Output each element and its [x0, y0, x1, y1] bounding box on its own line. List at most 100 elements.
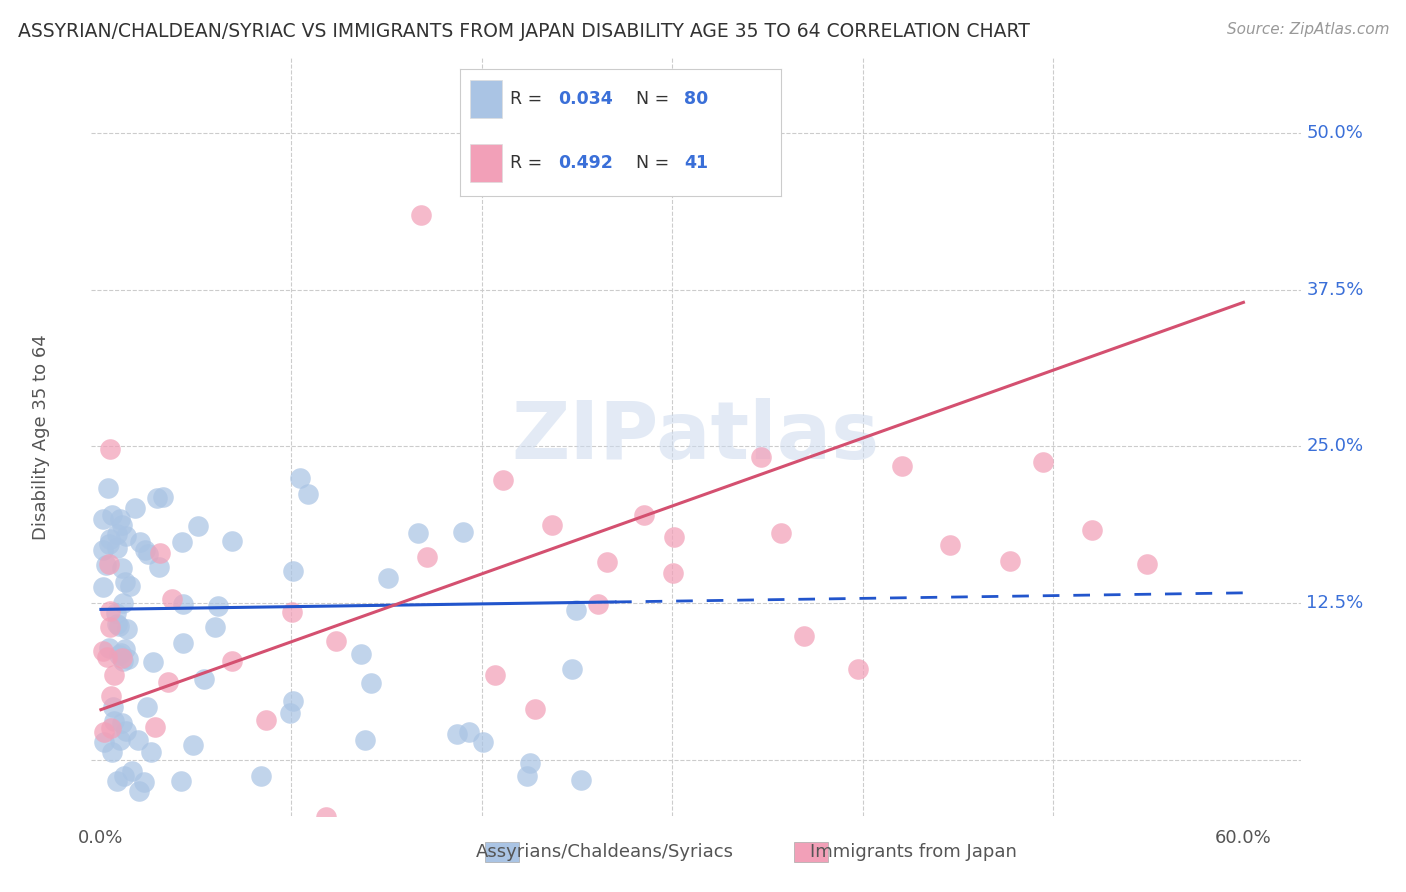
Point	[769, 526, 792, 541]
Point	[416, 549, 439, 564]
Point	[288, 471, 311, 485]
Point	[103, 668, 125, 682]
Point	[98, 537, 121, 551]
Point	[446, 726, 468, 740]
Point	[134, 542, 156, 557]
Point	[112, 596, 135, 610]
Point	[569, 772, 592, 787]
Point	[100, 690, 122, 704]
Point	[121, 764, 143, 779]
Point	[278, 706, 301, 721]
Text: Immigrants from Japan: Immigrants from Japan	[810, 843, 1018, 861]
Point	[662, 566, 685, 580]
Point	[160, 592, 183, 607]
Point	[152, 490, 174, 504]
Point	[749, 450, 772, 465]
Point	[100, 508, 122, 523]
Point	[93, 735, 115, 749]
Point	[108, 648, 131, 662]
Text: 25.0%: 25.0%	[1306, 437, 1364, 456]
Point	[115, 529, 138, 543]
Point	[124, 500, 146, 515]
Point	[104, 606, 127, 620]
Point	[100, 442, 122, 456]
Point	[172, 635, 194, 649]
Point	[145, 491, 167, 505]
Point	[409, 208, 432, 222]
Point	[117, 652, 139, 666]
Point	[1080, 523, 1102, 537]
Text: 37.5%: 37.5%	[1306, 281, 1364, 299]
Point	[91, 580, 114, 594]
Point	[128, 535, 150, 549]
Point	[93, 724, 115, 739]
Point	[94, 558, 117, 573]
Point	[105, 526, 128, 541]
Point	[148, 560, 170, 574]
Text: ASSYRIAN/CHALDEAN/SYRIAC VS IMMIGRANTS FROM JAPAN DISABILITY AGE 35 TO 64 CORREL: ASSYRIAN/CHALDEAN/SYRIAC VS IMMIGRANTS F…	[18, 22, 1031, 41]
Point	[172, 535, 194, 549]
Point	[484, 668, 506, 682]
Point	[221, 654, 243, 668]
Point	[128, 783, 150, 797]
Point	[143, 719, 166, 733]
Text: Source: ZipAtlas.com: Source: ZipAtlas.com	[1226, 22, 1389, 37]
Point	[283, 564, 305, 578]
Point	[283, 694, 305, 708]
Point	[112, 769, 135, 783]
Point	[108, 733, 131, 747]
Point	[1032, 454, 1054, 468]
Point	[138, 547, 160, 561]
Point	[540, 518, 562, 533]
Point	[492, 473, 515, 487]
Text: Disability Age 35 to 64: Disability Age 35 to 64	[31, 334, 49, 540]
Point	[91, 644, 114, 658]
Point	[561, 662, 583, 676]
Point	[91, 512, 114, 526]
Text: ZIPatlas: ZIPatlas	[512, 398, 880, 476]
Point	[297, 487, 319, 501]
Point	[136, 699, 159, 714]
Point	[998, 554, 1021, 568]
Point	[471, 735, 494, 749]
Point	[193, 673, 215, 687]
Point	[354, 733, 377, 747]
Point	[793, 629, 815, 643]
Point	[96, 649, 118, 664]
Point	[98, 532, 121, 546]
Point	[127, 732, 149, 747]
Point	[565, 603, 588, 617]
Point	[105, 541, 128, 556]
Point	[118, 579, 141, 593]
Point	[451, 524, 474, 539]
Text: 12.5%: 12.5%	[1306, 594, 1364, 612]
Point	[586, 597, 609, 611]
Point	[105, 773, 128, 788]
Point	[596, 555, 619, 569]
Point	[97, 481, 120, 495]
Point	[114, 641, 136, 656]
Text: Assyrians/Chaldeans/Syriacs: Assyrians/Chaldeans/Syriacs	[475, 843, 734, 861]
Point	[207, 599, 229, 613]
Point	[98, 604, 121, 618]
Point	[891, 458, 914, 473]
Point	[98, 557, 121, 571]
Point	[221, 534, 243, 549]
Point	[377, 571, 399, 585]
Point	[360, 676, 382, 690]
Point	[281, 605, 304, 619]
Point	[633, 508, 655, 522]
Point	[111, 517, 134, 532]
Point	[350, 647, 373, 661]
Point	[662, 530, 685, 544]
Point	[93, 542, 115, 557]
Point	[939, 538, 962, 552]
Point	[110, 646, 132, 660]
Point	[110, 715, 132, 730]
Point	[172, 597, 194, 611]
Point	[181, 739, 204, 753]
Point	[516, 769, 538, 783]
Point	[139, 745, 162, 759]
Point	[170, 773, 193, 788]
Point	[250, 769, 273, 783]
